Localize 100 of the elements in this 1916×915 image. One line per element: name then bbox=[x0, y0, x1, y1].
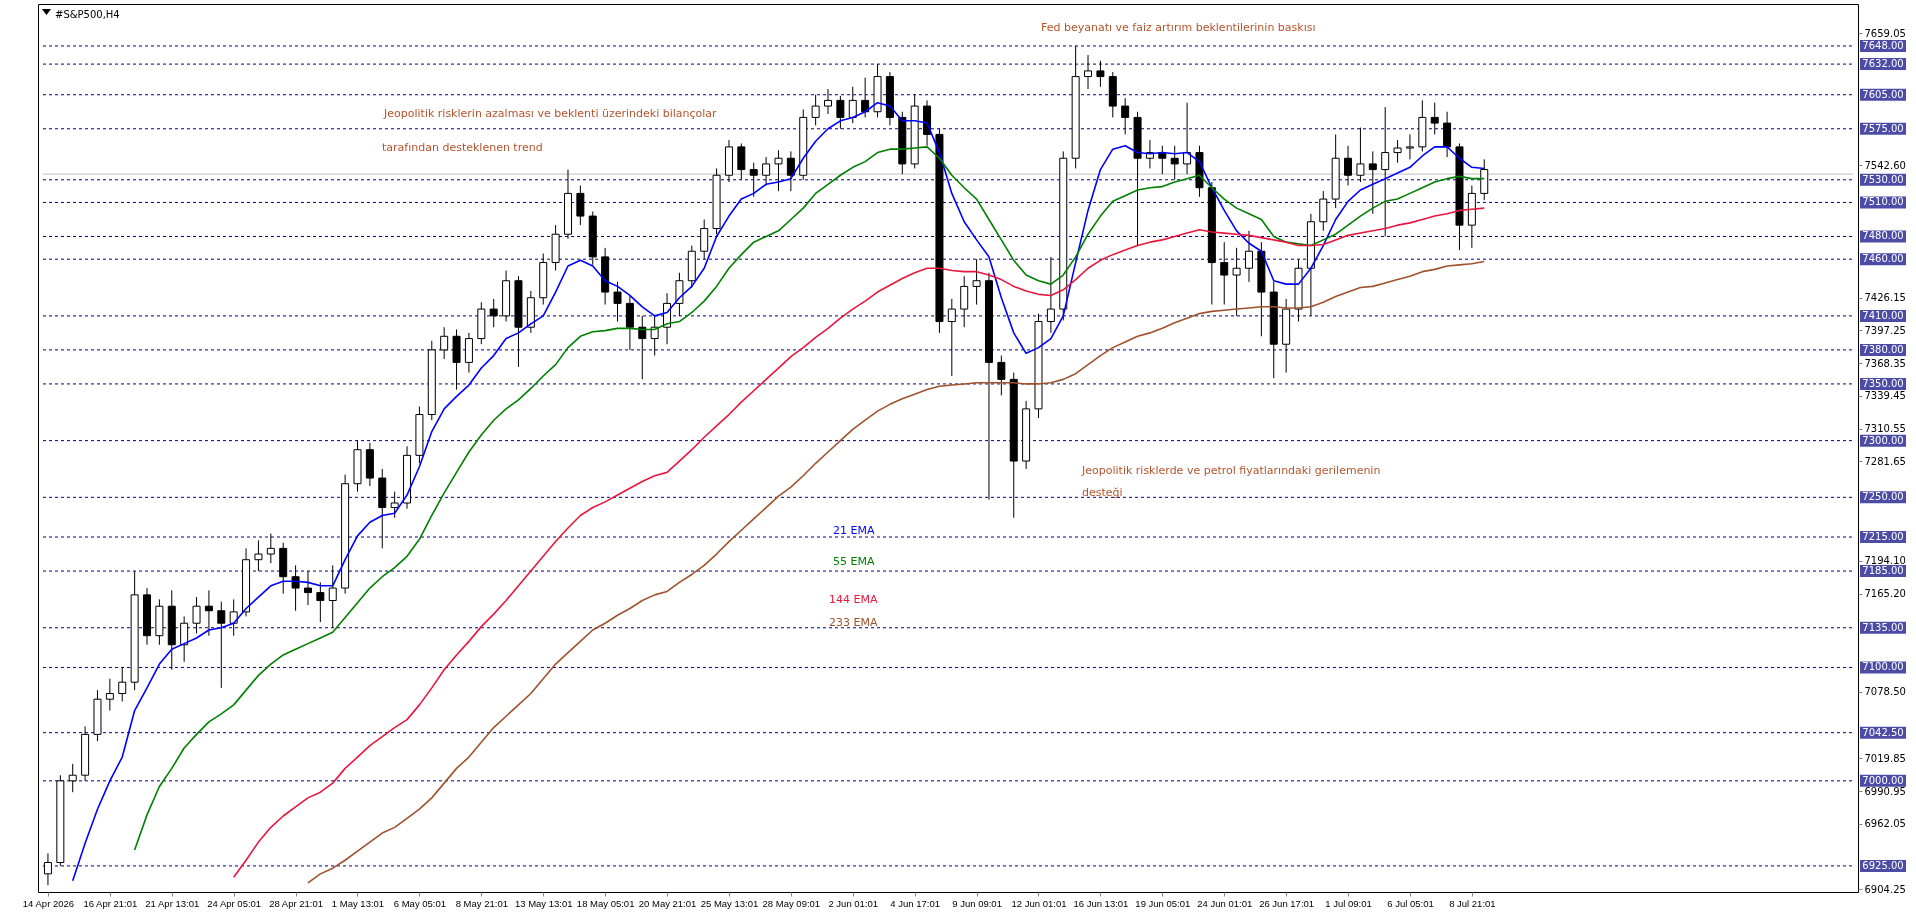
x-tick-label: 21 Apr 13:01 bbox=[145, 897, 200, 909]
y-tick-label: 6904.25 bbox=[1864, 883, 1906, 895]
annotation: desteği bbox=[1082, 486, 1123, 499]
x-tick-label: 26 Jun 17:01 bbox=[1259, 897, 1315, 909]
text: 144 EMA bbox=[829, 593, 878, 606]
ref-line-label: 7605.00 bbox=[1862, 88, 1904, 100]
ref-line-label: 7135.00 bbox=[1862, 621, 1904, 633]
y-tick-label: 7194.10 bbox=[1864, 555, 1906, 567]
y-tick-label: 7281.65 bbox=[1864, 455, 1906, 467]
x-tick-label: 25 May 13:01 bbox=[700, 897, 759, 909]
text: #S&P500,H4 bbox=[55, 9, 120, 20]
candlestick bbox=[105, 678, 114, 712]
candlestick bbox=[1084, 54, 1093, 90]
candlestick bbox=[762, 156, 771, 186]
y-tick-label: 7659.05 bbox=[1864, 27, 1906, 39]
y-tick-label: 7542.60 bbox=[1864, 160, 1906, 171]
candlestick bbox=[217, 601, 226, 689]
ref-line-label: 7410.00 bbox=[1862, 309, 1904, 321]
candlestick bbox=[972, 258, 981, 306]
ref-line-label: 7480.00 bbox=[1862, 230, 1904, 242]
ref-line-label: 7100.00 bbox=[1862, 661, 1904, 673]
candlestick bbox=[675, 272, 684, 317]
candlestick bbox=[947, 298, 956, 377]
candlestick bbox=[1405, 133, 1414, 160]
x-tick-label: 2 Jun 01:01 bbox=[828, 897, 879, 909]
ref-line-label: 7250.00 bbox=[1862, 491, 1904, 503]
annotation: Fed beyanatı ve faiz artırım beklentilerinin baskısı bbox=[1041, 21, 1316, 34]
candlestick bbox=[1443, 111, 1452, 158]
annotation: Jeopolitik risklerin azalması ve beklenti üzerindeki bilançolar bbox=[383, 107, 718, 120]
candlestick bbox=[576, 184, 585, 226]
candlestick bbox=[1244, 230, 1253, 283]
y-tick-label: 7339.45 bbox=[1864, 390, 1906, 402]
x-tick-label: 12 Jun 01:01 bbox=[1011, 897, 1067, 909]
y-tick-label: 7397.25 bbox=[1864, 324, 1906, 336]
y-tick-label: 6990.95 bbox=[1864, 785, 1906, 797]
candlestick bbox=[440, 326, 449, 360]
candlestick bbox=[1381, 106, 1390, 237]
ref-line-label: 7185.00 bbox=[1862, 565, 1904, 577]
annotation: tarafından desteklenen trend bbox=[382, 141, 543, 154]
x-tick-label: 9 Jun 09:01 bbox=[952, 897, 1002, 909]
candlestick bbox=[737, 142, 746, 181]
x-tick-label: 28 May 09:01 bbox=[762, 897, 821, 909]
ref-line-label: 7510.00 bbox=[1862, 196, 1904, 208]
candlestick bbox=[118, 666, 127, 702]
candlestick bbox=[774, 149, 783, 192]
candlestick bbox=[303, 570, 312, 606]
candlestick bbox=[204, 589, 213, 637]
candlestick bbox=[43, 852, 52, 886]
ref-line-label: 7460.00 bbox=[1862, 253, 1904, 265]
text: 21 EMA bbox=[833, 524, 875, 537]
ref-line-label: 7042.50 bbox=[1862, 726, 1904, 738]
x-tick-label: 28 Apr 21:01 bbox=[269, 897, 324, 909]
candlestick bbox=[811, 94, 820, 126]
candlestick bbox=[1232, 247, 1241, 317]
candlestick bbox=[180, 615, 189, 663]
ref-line-label: 7530.00 bbox=[1862, 173, 1904, 185]
candlestick bbox=[700, 218, 709, 260]
x-tick-label: 13 May 13:01 bbox=[514, 897, 573, 909]
x-tick-label: 14 Apr 2026 bbox=[22, 897, 75, 909]
x-tick-label: 4 Jun 17:01 bbox=[890, 897, 941, 909]
x-tick-label: 8 May 21:01 bbox=[455, 897, 508, 909]
ref-line-label: 7648.00 bbox=[1862, 39, 1904, 51]
candlestick bbox=[464, 332, 473, 374]
ref-line-label: 7350.00 bbox=[1862, 377, 1904, 389]
candlestick bbox=[613, 281, 622, 323]
candlestick bbox=[328, 564, 337, 629]
x-tick-label: 18 May 05:01 bbox=[576, 897, 635, 909]
x-tick-label: 1 May 13:01 bbox=[331, 897, 385, 909]
y-tick-label: 7310.55 bbox=[1864, 423, 1906, 435]
x-tick-label: 24 Jun 01:01 bbox=[1197, 897, 1253, 909]
candlestick bbox=[749, 162, 758, 198]
candlestick bbox=[1430, 102, 1439, 135]
candlestick bbox=[254, 539, 263, 572]
annotation: Jeopolitik risklerde ve petrol fiyatlarındaki gerilemenin bbox=[1081, 464, 1381, 477]
y-tick-label: 7078.50 bbox=[1864, 686, 1906, 698]
candlestick bbox=[824, 88, 833, 115]
x-tick-label: 20 May 21:01 bbox=[638, 897, 697, 909]
candlestick bbox=[625, 294, 634, 351]
ref-line-label: 7215.00 bbox=[1862, 531, 1904, 543]
x-tick-label: 6 May 05:01 bbox=[393, 897, 447, 909]
y-tick-label: 6962.05 bbox=[1864, 818, 1906, 830]
candlestick bbox=[1096, 60, 1105, 88]
candlestick bbox=[1319, 190, 1328, 232]
ref-line-label: 7380.00 bbox=[1862, 343, 1904, 355]
ref-line-label: 7000.00 bbox=[1862, 774, 1904, 786]
candlestick bbox=[1170, 145, 1179, 181]
candlestick bbox=[390, 491, 399, 519]
candlestick bbox=[1480, 158, 1489, 201]
candlestick bbox=[1344, 145, 1353, 186]
candlestick bbox=[489, 298, 498, 328]
y-tick-label: 7426.15 bbox=[1864, 292, 1906, 304]
x-tick-label: 24 Apr 05:01 bbox=[207, 897, 262, 909]
candlestick bbox=[1046, 256, 1055, 334]
y-tick-label: 7368.35 bbox=[1864, 357, 1906, 369]
text: 55 EMA bbox=[833, 555, 875, 568]
candlestick bbox=[229, 598, 238, 637]
candlestick bbox=[1393, 139, 1402, 164]
candlestick bbox=[1121, 97, 1130, 135]
x-tick-label: 6 Jul 05:01 bbox=[1387, 897, 1434, 909]
candlestick bbox=[960, 275, 969, 328]
